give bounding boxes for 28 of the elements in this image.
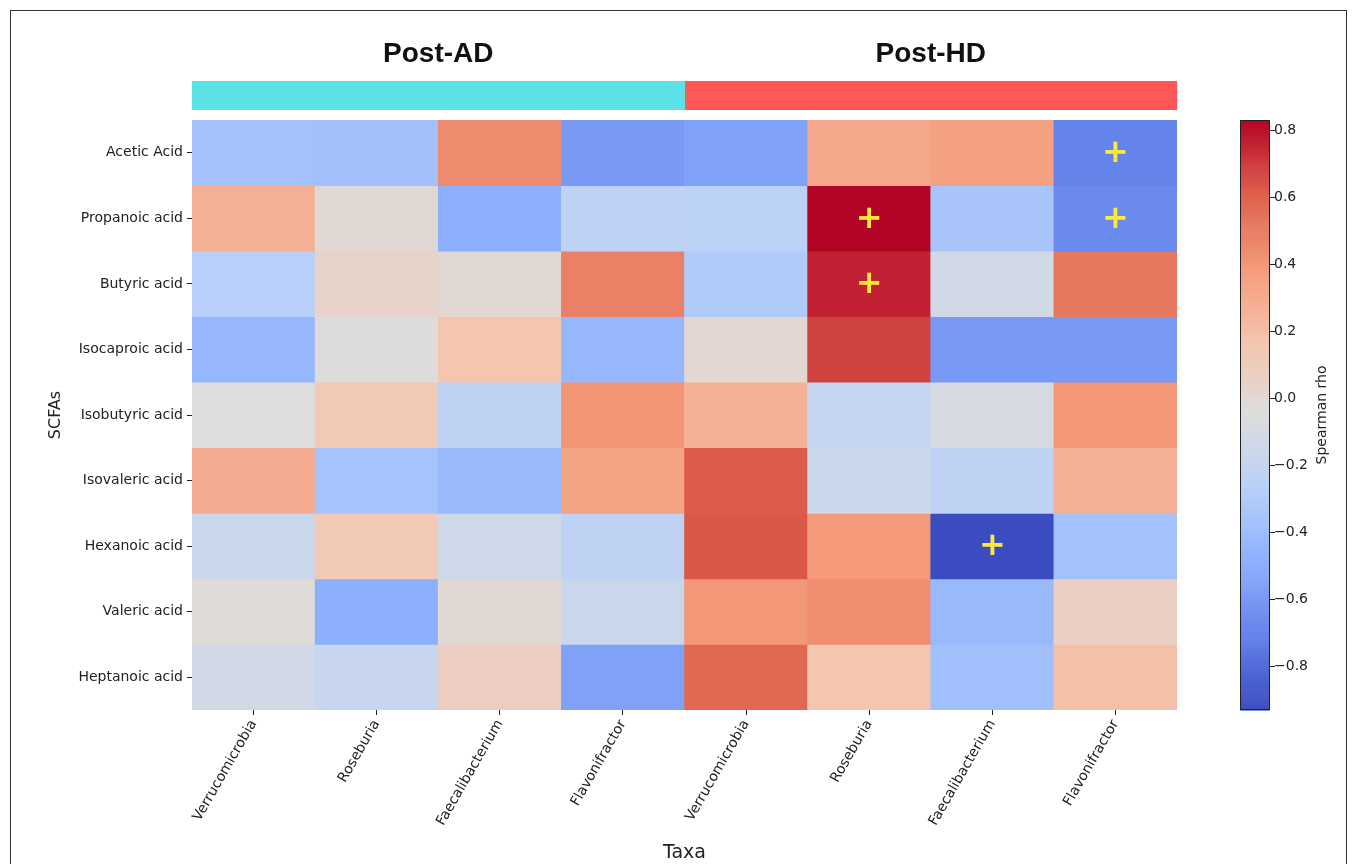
color-bar-label: 0.4 bbox=[1274, 254, 1297, 271]
y-tick-label: Isocaproic acid bbox=[78, 340, 183, 357]
color-bar-title: Spearman rho bbox=[1312, 365, 1329, 465]
text: Post-AD bbox=[383, 36, 494, 68]
y-axis-title: SCFAs bbox=[44, 390, 64, 440]
y-tick-label: Isobutyric acid bbox=[80, 405, 183, 422]
data-label: + bbox=[855, 263, 883, 302]
color-bar-label: −0.8 bbox=[1274, 657, 1308, 674]
text: Post-HD bbox=[875, 36, 986, 68]
color-bar-label: 0.2 bbox=[1274, 321, 1297, 338]
y-tick-label: Valeric acid bbox=[102, 602, 183, 619]
data-label: + bbox=[978, 525, 1006, 564]
color-bar-label: −0.6 bbox=[1274, 590, 1309, 607]
color-bar-label: 0.8 bbox=[1274, 120, 1297, 137]
x-axis-title: Taxa bbox=[662, 839, 706, 862]
y-tick-label: Propanoic acid bbox=[80, 208, 183, 225]
y-tick-label: Isovaleric acid bbox=[82, 471, 183, 488]
y-tick-label: Heptanoic acid bbox=[78, 667, 183, 684]
y-tick-label: Butyric acid bbox=[99, 274, 183, 291]
y-tick-label: Hexanoic acid bbox=[84, 536, 183, 553]
color-bar-label: 0.0 bbox=[1274, 388, 1297, 405]
y-tick-label: Acetic Acid bbox=[106, 143, 183, 160]
data-label: + bbox=[1102, 132, 1129, 171]
data-label: + bbox=[1102, 197, 1129, 236]
color-bar-label: −0.2 bbox=[1274, 455, 1308, 472]
color-bar-label: −0.4 bbox=[1274, 522, 1309, 539]
color-bar-label: 0.6 bbox=[1274, 187, 1297, 204]
data-label: + bbox=[855, 197, 883, 236]
